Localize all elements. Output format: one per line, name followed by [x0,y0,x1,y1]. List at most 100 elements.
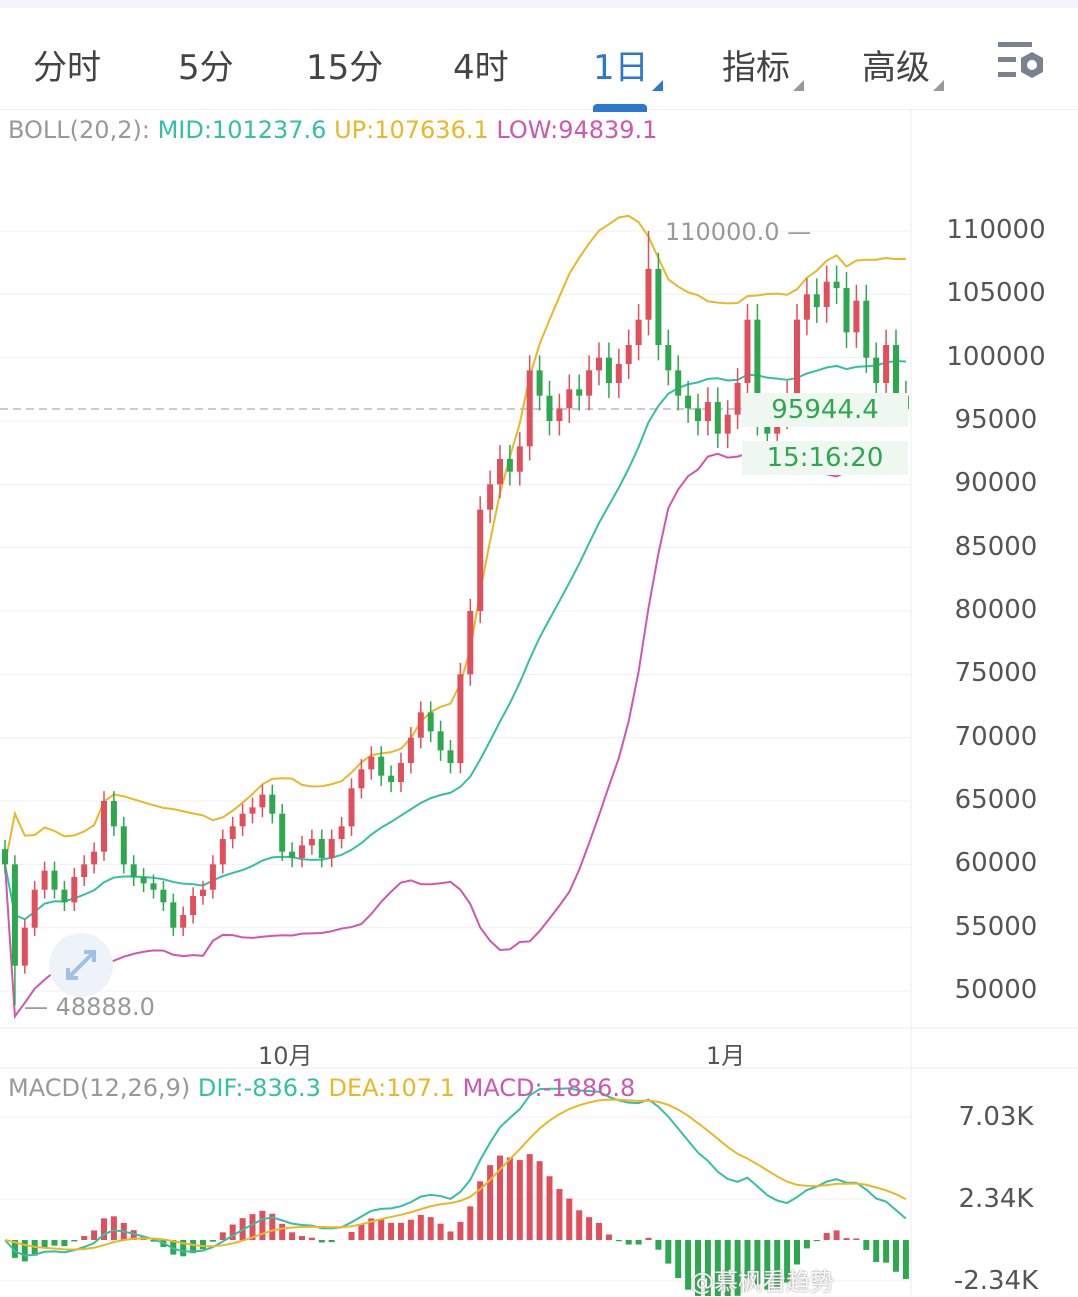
macd-histogram-bar [428,1217,434,1240]
candle-body [547,396,553,421]
candle-body [418,712,424,737]
candle-body [428,712,434,731]
candle-body [735,383,741,415]
macd-histogram-bar [527,1154,533,1240]
candle-body [477,510,483,611]
price-axis-label: 110000 [916,215,1076,245]
macd-histogram-bar [349,1232,355,1240]
macd-histogram-bar [844,1238,850,1240]
expand-chart-icon[interactable] [48,932,114,998]
macd-histogram-bar [863,1240,869,1250]
macd-histogram-bar [220,1232,226,1240]
candle-body [804,294,810,319]
candle-body [487,484,493,509]
candle-body [131,864,137,877]
candle-body [170,902,176,927]
macd-dea: DEA:107.1 [329,1074,455,1102]
candle-body [576,389,582,395]
candle-body [101,801,107,852]
candle-body [853,301,859,333]
candle-body [151,883,157,889]
price-axis-label: 80000 [916,595,1076,625]
candle-body [358,769,364,788]
candle-body [121,826,127,864]
candle-body [675,370,681,395]
candle-body [873,358,879,383]
macd-histogram-bar [418,1215,424,1240]
candle-body [230,826,236,839]
candle-body [685,396,691,409]
candle-body [349,788,355,826]
candle-body [12,864,18,965]
candle-body [22,928,28,966]
macd-histogram-bar [596,1223,602,1240]
macd-histogram-bar [81,1236,87,1240]
candle-body [834,282,840,288]
macd-histogram-bar [814,1240,820,1241]
candle-body [299,845,305,858]
candle-body [517,446,523,471]
candle-body [438,731,444,750]
high-marker: 110000.0 — [665,218,811,246]
candle-body [329,839,335,858]
macd-histogram-bar [576,1210,582,1240]
candle-body [566,389,572,408]
macd-histogram-bar [210,1240,216,1242]
candle-body [893,345,899,396]
candle-body [626,345,632,364]
date-label: 10月 [258,1036,313,1071]
candle-body [289,852,295,858]
macd-histogram-bar [804,1240,810,1248]
candle-body [160,890,166,903]
macd-histogram-bar [537,1161,543,1240]
candle-body [646,269,652,320]
macd-histogram-bar [655,1240,661,1250]
macd-label: MACD(12,26,9) [8,1074,190,1102]
macd-histogram-bar [547,1176,553,1240]
candle-body [556,408,562,421]
price-axis-label: 60000 [916,848,1076,878]
macd-histogram-bar [873,1240,879,1262]
macd-histogram-bar [200,1240,206,1249]
macd-histogram-bar [358,1224,364,1240]
macd-histogram-bar [834,1230,840,1240]
macd-histogram-bar [636,1240,642,1245]
price-axis-label: 90000 [916,468,1076,498]
candle-body [71,877,77,902]
candle-body [32,890,38,928]
candle-body [141,877,147,883]
price-axis-label: 70000 [916,722,1076,752]
macd-legend: MACD(12,26,9) DIF:-836.3 DEA:107.1 MACD:… [8,1074,635,1102]
candle-body [368,757,374,770]
macd-histogram-bar [507,1158,513,1240]
macd-histogram-bar [903,1240,909,1279]
candle-body [883,345,889,383]
macd-histogram-bar [448,1231,454,1240]
candle-body [279,814,285,852]
boll-upper-line [5,216,906,865]
boll-lower-line [5,453,906,1016]
macd-histogram-bar [71,1240,77,1241]
candle-body [596,358,602,371]
macd-histogram-bar [566,1199,572,1240]
price-axis-label: 85000 [916,532,1076,562]
macd-histogram-bar [279,1224,285,1240]
price-axis-label: 100000 [916,342,1076,372]
macd-histogram-bar [309,1238,315,1240]
price-axis-label: 55000 [916,912,1076,942]
candle-body [695,408,701,421]
date-label: 1月 [706,1036,745,1071]
price-axis-label: 75000 [916,658,1076,688]
candle-body [200,890,206,896]
candle-body [190,896,196,915]
macd-value: MACD:-1886.8 [463,1074,636,1102]
macd-histogram-bar [91,1230,97,1240]
macd-histogram-bar [22,1240,28,1261]
macd-histogram-bar [853,1238,859,1240]
macd-histogram-bar [606,1234,612,1240]
macd-dif: DIF:-836.3 [198,1074,321,1102]
macd-histogram-bar [398,1223,404,1240]
macd-histogram-bar [675,1240,681,1278]
candle-body [42,871,48,890]
candle-body [210,864,216,889]
